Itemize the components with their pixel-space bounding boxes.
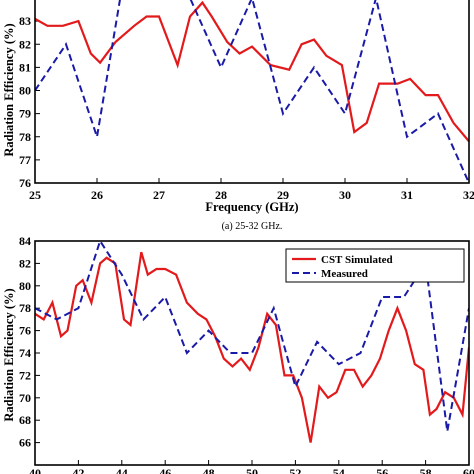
y-tick-label-top-1: 77 (19, 153, 31, 167)
x-tick-label-bottom-3: 46 (159, 466, 171, 474)
y-tick-label-bottom-4: 74 (19, 346, 31, 360)
legend-box (285, 248, 465, 283)
y-tick-label-top-7: 83 (19, 14, 31, 28)
x-tick-label-bottom-5: 50 (246, 466, 258, 474)
legend-label-measured: Measured (321, 268, 368, 280)
y-tick-label-top-2: 78 (19, 130, 31, 144)
y-tick-label-top-6: 82 (19, 37, 31, 51)
y-tick-label-top-4: 80 (19, 84, 31, 98)
plot-frame-top (34, 0, 470, 184)
y-tick-label-bottom-0: 66 (19, 436, 31, 450)
x-tick-label-top-0: 25 (29, 188, 41, 202)
x-tick-label-bottom-4: 48 (203, 466, 215, 474)
y-tick-label-bottom-6: 78 (19, 301, 31, 315)
x-axis-label-top: Frequency (GHz) (205, 200, 298, 214)
chart-top: 25 26 27 28 29 30 31 32 76 77 78 79 80 81 82 83 Radiati… (2, 0, 474, 232)
series-measured-top (35, 0, 469, 183)
series-measured-bottom (35, 241, 469, 432)
y-tick-label-bottom-9: 84 (19, 234, 31, 248)
x-tick-label-top-6: 31 (401, 188, 413, 202)
plot-frame-bottom (34, 240, 470, 466)
caption-top: (a) 25-32 GHz. (222, 221, 283, 232)
x-tick-label-top-1: 26 (91, 188, 103, 202)
y-tick-label-bottom-5: 76 (19, 324, 31, 338)
legend-label-simulated: CST Simulated (321, 254, 393, 266)
x-tick-label-top-5: 30 (339, 188, 351, 202)
x-tick-label-bottom-8: 56 (376, 466, 388, 474)
x-tick-label-bottom-7: 54 (333, 466, 345, 474)
y-tick-label-top-5: 81 (19, 60, 31, 74)
x-tick-label-top-2: 27 (153, 188, 165, 202)
x-tick-label-bottom-6: 52 (289, 466, 301, 474)
x-tick-label-top-7: 32 (463, 188, 474, 202)
chart-bottom: 40 42 44 46 48 50 52 54 56 58 60 66 68 70 72 74 76 78 80 82… (2, 234, 474, 474)
x-tick-label-top-3: 28 (215, 188, 227, 202)
x-tick-label-bottom-0: 40 (29, 466, 41, 474)
y-tick-label-bottom-7: 80 (19, 279, 31, 293)
y-tick-label-top-0: 76 (19, 176, 31, 190)
x-tick-label-top-4: 29 (277, 188, 289, 202)
series-simulated-bottom (35, 251, 469, 443)
y-axis-label-top: Radiation Efficiency (%) (2, 23, 16, 156)
legend: CST Simulated Measured (285, 248, 465, 283)
y-tick-label-bottom-2: 70 (19, 391, 31, 405)
y-tick-label-top-3: 79 (19, 107, 31, 121)
x-tick-label-bottom-9: 58 (420, 466, 432, 474)
x-tick-label-bottom-10: 60 (463, 466, 474, 474)
x-tick-label-bottom-1: 42 (72, 466, 84, 474)
x-tick-label-bottom-2: 44 (116, 466, 128, 474)
y-tick-label-bottom-1: 68 (19, 413, 31, 427)
y-tick-label-bottom-3: 72 (19, 368, 31, 382)
y-tick-label-bottom-8: 82 (19, 256, 31, 270)
y-axis-label-bottom: Radiation Efficiency (%) (2, 288, 16, 421)
